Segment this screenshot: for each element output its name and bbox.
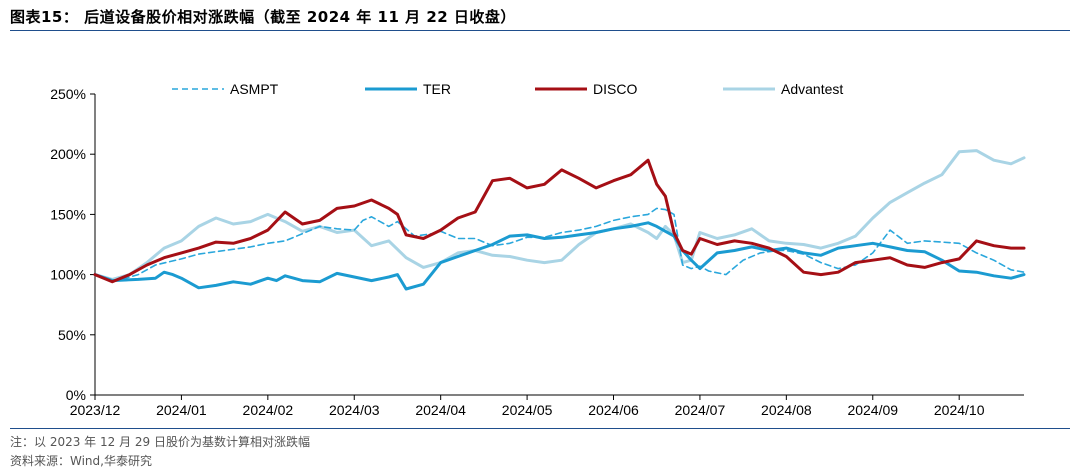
x-tick-label: 2024/06 [588, 402, 639, 418]
legend-label-advantest: Advantest [781, 81, 843, 97]
x-tick-label: 2024/04 [415, 402, 466, 418]
series-line-asmpt [94, 207, 1025, 283]
source-note: 资料来源：Wind,华泰研究 [10, 454, 152, 468]
chart-title: 图表15： 后道设备股价相对涨跌幅（截至 2024 年 11 月 22 日收盘） [10, 8, 516, 26]
x-tick-label: 2024/01 [156, 402, 207, 418]
chart-series [93, 149, 1026, 291]
title-rule [10, 30, 1070, 31]
x-tick-label: 2024/10 [934, 402, 985, 418]
x-tick-label: 2024/02 [243, 402, 294, 418]
y-tick-label: 250% [50, 86, 86, 102]
footer-rule [10, 428, 1070, 429]
y-tick-label: 0% [66, 387, 86, 403]
x-tick-label: 2023/12 [70, 402, 121, 418]
x-tick-label: 2024/07 [675, 402, 726, 418]
y-tick-label: 100% [50, 267, 86, 283]
legend-label-disco: DISCO [593, 81, 637, 97]
series-line-disco [93, 158, 1026, 284]
y-tick-label: 150% [50, 206, 86, 222]
y-tick-label: 200% [50, 146, 86, 162]
x-tick-label: 2024/03 [329, 402, 380, 418]
x-tick-label: 2024/05 [502, 402, 553, 418]
x-tick-label: 2024/09 [847, 402, 898, 418]
footnote: 注：以 2023 年 12 月 29 日股价为基数计算相对涨跌幅 [10, 435, 310, 449]
chart-axes: 0% 50% 100% 150% 200% 250% 2023/12 2024/01 2024/… [50, 86, 1024, 418]
series-line-ter [93, 221, 1026, 291]
chart-legend: ASMPT TER DISCO Advantest [172, 81, 843, 97]
x-tick-label: 2024/08 [761, 402, 812, 418]
legend-label-asmpt: ASMPT [230, 81, 279, 97]
series-line-advantest [93, 149, 1026, 281]
y-tick-label: 50% [58, 327, 86, 343]
legend-label-ter: TER [423, 81, 451, 97]
